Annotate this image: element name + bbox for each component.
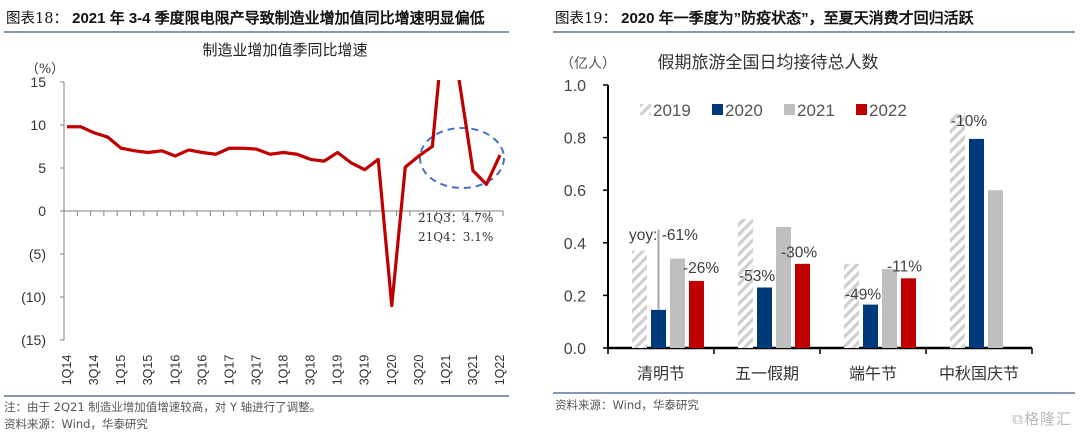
legend-swatch-2022 (856, 104, 867, 115)
left-y-tick-label: 15 (30, 74, 46, 90)
left-y-tick-label: 5 (38, 160, 46, 176)
right-data-labels: yoy: -61% -26% -53% -30% -49% -11% -10% (629, 113, 987, 304)
right-bars-group (632, 113, 1003, 349)
left-chart: 制造业增加值季同比增速 （%） 15 10 5 0 (5) (10) (15) 1Q14 3Q… (21, 41, 507, 385)
bar-2019 (738, 219, 753, 348)
left-chart-title: 制造业增加值季同比增速 (202, 41, 367, 59)
left-bottom-rule (4, 395, 509, 397)
bar-2022 (689, 280, 704, 348)
left-y-ticks: 15 10 5 0 (5) (10) (15) (21, 74, 64, 348)
right-data-label: -53% (739, 268, 775, 285)
legend-label-2020: 2020 (725, 101, 763, 120)
right-chart: （亿人） 假期旅游全国日均接待总人数 2019 2020 2021 2022 0.00… (560, 53, 1033, 383)
left-x-tick-label: 3Q15 (141, 355, 155, 386)
right-y-tick-label: 0.6 (564, 183, 586, 200)
bar-2022 (901, 278, 916, 348)
bar-2021 (988, 190, 1003, 348)
right-title-rule (553, 31, 1075, 33)
bar-2019 (844, 263, 859, 348)
left-note: 注：由于 2Q21 制造业增加值增速较高，对 Y 轴进行了调整。 (4, 400, 322, 414)
watermark-text: 格隆汇 (1023, 410, 1072, 428)
left-source: 资料来源：Wind，华泰研究 (4, 417, 148, 431)
right-x-category-label: 清明节 (637, 364, 685, 383)
left-y-tick-label: 0 (38, 203, 46, 219)
left-x-tick-label: 3Q14 (87, 355, 101, 386)
right-y-unit: （亿人） (560, 56, 616, 72)
left-x-tick-label: 1Q22 (493, 355, 507, 386)
highlight-ellipse (419, 127, 505, 189)
left-series-group (66, 80, 502, 308)
right-y-tick-label: 0.4 (564, 236, 586, 253)
left-x-tick-label: 1Q19 (331, 355, 345, 386)
right-axes: 0.0 0.2 0.4 0.6 0.8 1.0 清明节 五一假期 端午节 中秋国庆节 (564, 78, 1033, 383)
right-source: 资料来源：Wind，华泰研究 (555, 398, 699, 412)
legend-swatch-2019 (640, 104, 651, 115)
bar-2021 (776, 227, 791, 348)
right-y-tick-label: 0.0 (564, 341, 586, 358)
right-title-main: 2020 年一季度为”防疫状态”，至夏天消费才回归活跃 (621, 10, 974, 27)
left-x-tick-label: 3Q20 (412, 355, 426, 386)
right-data-label: -30% (781, 244, 817, 261)
left-title-main: 2021 年 3-4 季度限电限产导致制造业增加值同比增速明显偏低 (72, 10, 485, 27)
right-data-label: -49% (845, 286, 881, 303)
legend-label-2021: 2021 (797, 101, 835, 120)
legend-swatch-2021 (784, 104, 795, 115)
right-bottom-rule (553, 392, 1075, 394)
left-x-tick-label: 3Q18 (304, 355, 318, 386)
left-title-prefix: 图表18： (6, 11, 68, 27)
annotation-21q3: 21Q3：4.7% (418, 211, 493, 225)
right-y-tick-label: 0.8 (564, 131, 586, 148)
right-panel-title: 图表19： 2020 年一季度为”防疫状态”，至夏天消费才回归活跃 (555, 7, 974, 28)
bar-2021 (882, 269, 897, 348)
right-y-tick-label: 1.0 (564, 78, 586, 95)
right-x-category-label: 五一假期 (735, 364, 799, 383)
right-data-label: yoy: -61% (629, 227, 698, 244)
right-x-category-label: 端午节 (849, 364, 897, 383)
right-x-category-label: 中秋国庆节 (939, 364, 1019, 383)
left-x-tick-label: 1Q16 (168, 355, 182, 386)
left-y-tick-label: (5) (29, 246, 46, 262)
right-data-label: -11% (887, 259, 922, 276)
bar-2019 (950, 113, 965, 349)
left-x-ticks: 1Q14 3Q14 1Q15 3Q15 1Q16 3Q16 1Q17 3Q17 1Q18 3Q18… (60, 211, 507, 385)
right-y-tick-label: 0.2 (564, 288, 586, 305)
left-x-tick-label: 1Q15 (114, 355, 128, 386)
left-title-rule (4, 31, 509, 33)
legend-label-2022: 2022 (869, 101, 907, 120)
bar-2020 (757, 287, 772, 348)
left-x-tick-label: 3Q17 (249, 355, 263, 386)
right-title-prefix: 图表19： (555, 11, 617, 27)
watermark-logo: ⧉格隆汇 (1012, 410, 1072, 428)
left-series-line (67, 80, 502, 308)
left-y-tick-label: (10) (21, 289, 46, 305)
left-x-tick-label: 3Q21 (466, 355, 480, 386)
bar-2020 (651, 309, 666, 348)
right-legend: 2019 2020 2021 2022 (640, 101, 907, 120)
left-x-tick-label: 1Q18 (277, 355, 291, 386)
left-x-tick-label: 1Q21 (439, 355, 453, 386)
annotation-21q4: 21Q4：3.1% (418, 230, 493, 244)
bar-2022 (795, 263, 810, 348)
legend-label-2019: 2019 (653, 101, 691, 120)
left-x-tick-label: 1Q14 (60, 355, 74, 386)
bar-2020 (863, 304, 878, 348)
left-y-tick-label: 10 (30, 117, 46, 133)
left-x-tick-label: 3Q16 (195, 355, 209, 386)
right-chart-title: 假期旅游全国日均接待总人数 (658, 53, 879, 73)
bar-2020 (969, 138, 984, 348)
left-x-tick-label: 1Q17 (222, 355, 236, 386)
left-panel-title: 图表18： 2021 年 3-4 季度限电限产导致制造业增加值同比增速明显偏低 (6, 7, 485, 28)
left-x-tick-label: 1Q20 (385, 355, 399, 386)
left-y-unit: （%） (26, 62, 64, 77)
legend-swatch-2020 (712, 104, 723, 115)
bar-2019 (632, 250, 647, 348)
right-data-label: -10% (951, 113, 987, 130)
left-x-tick-label: 3Q19 (358, 355, 372, 386)
left-y-tick-label: (15) (21, 332, 46, 348)
right-data-label: -26% (683, 260, 719, 277)
bar-2021 (670, 258, 685, 348)
